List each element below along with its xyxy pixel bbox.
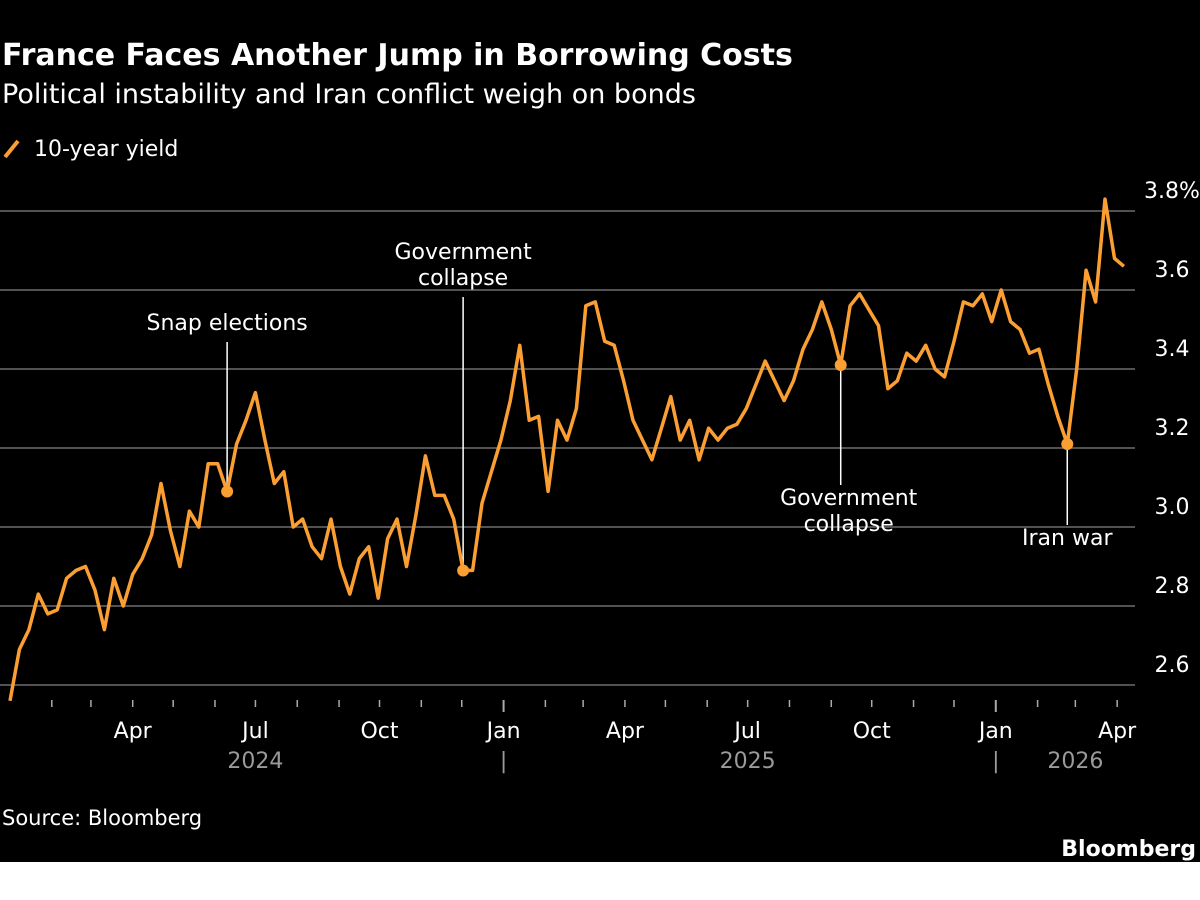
source-note: Source: Bloomberg [2, 806, 202, 830]
y-tick-label: 3.0 [1155, 495, 1190, 520]
x-tick-label: Jul [732, 719, 761, 744]
y-tick-label: 3.6 [1155, 258, 1190, 283]
x-year-label: 2026 [1047, 749, 1103, 774]
legend: 10-year yield [3, 137, 178, 162]
x-tick-label: Oct [360, 719, 398, 744]
y-tick-label: 3.8% [1144, 179, 1200, 204]
annotation-label: collapse [418, 266, 508, 291]
y-tick-label: 3.2 [1155, 416, 1190, 441]
x-tick-label: Apr [1098, 719, 1137, 744]
annotation-label: Snap elections [147, 311, 308, 336]
x-year-label: 2024 [227, 749, 283, 774]
x-year-label: | [500, 749, 507, 774]
annotation-marker [1061, 438, 1074, 451]
x-tick-label: Jul [240, 719, 269, 744]
annotation-marker [457, 564, 470, 577]
y-tick-label: 2.8 [1155, 574, 1190, 599]
x-year-label: | [992, 749, 999, 774]
annotation-marker [834, 359, 847, 372]
x-year-label: 2025 [720, 749, 776, 774]
chart-subtitle: Political instability and Iran conflict … [2, 79, 696, 110]
x-tick-label: Oct [853, 719, 891, 744]
annotation-label: collapse [804, 512, 894, 537]
bloomberg-logo: Bloomberg [1061, 837, 1196, 862]
x-tick-label: Apr [114, 719, 153, 744]
chart-background [0, 0, 1200, 862]
x-tick-label: Apr [606, 719, 645, 744]
annotation-label: Government [780, 486, 918, 511]
annotation-label: Iran war [1022, 526, 1113, 551]
x-tick-label: Jan [485, 719, 521, 744]
annotation-label: Government [395, 240, 533, 265]
x-tick-label: Jan [977, 719, 1013, 744]
annotation-marker [221, 485, 234, 498]
y-tick-label: 3.4 [1155, 337, 1190, 362]
legend-label: 10-year yield [34, 137, 178, 162]
chart-title: France Faces Another Jump in Borrowing C… [2, 38, 793, 73]
legend-swatch-icon [3, 139, 20, 159]
y-tick-label: 2.6 [1155, 653, 1190, 678]
yield-series-line [8, 197, 1126, 702]
